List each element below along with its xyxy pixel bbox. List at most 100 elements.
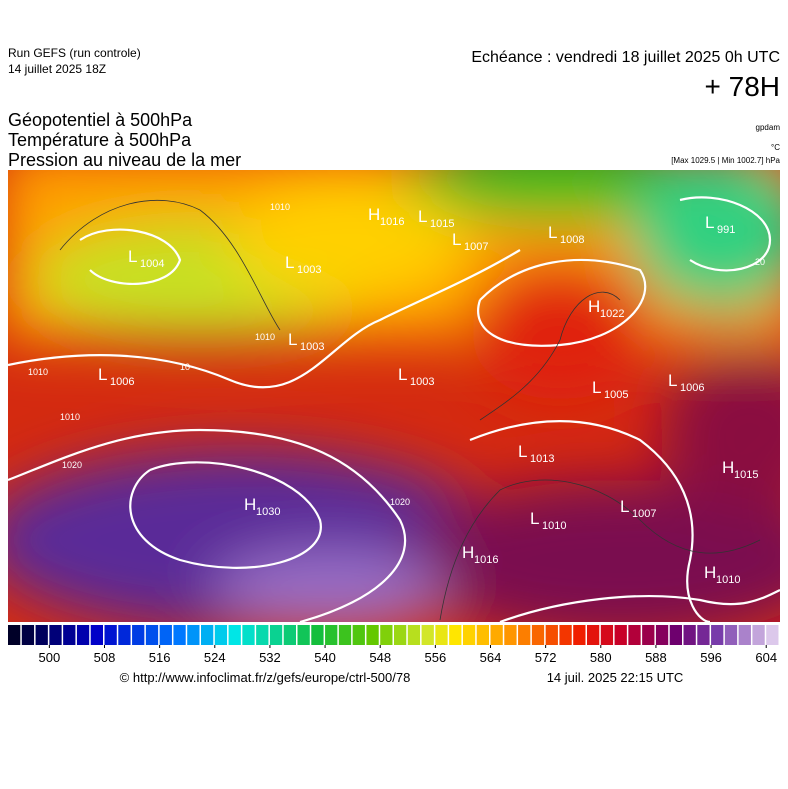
pressure-letter: L — [418, 207, 427, 226]
colorbar-swatch — [8, 625, 21, 645]
colorbar-swatch — [531, 625, 545, 645]
pressure-value: 1030 — [256, 506, 280, 518]
colorbar-swatch — [90, 625, 103, 645]
pressure-value: 1010 — [542, 520, 566, 532]
pressure-value: 1006 — [680, 382, 704, 394]
colorbar-label: 580 — [590, 650, 612, 665]
isobar-label: 1010 — [255, 332, 275, 342]
run-date: 14 juillet 2025 18Z — [8, 62, 106, 76]
colorbar-swatch — [366, 625, 379, 645]
pressure-value: 1016 — [474, 554, 498, 566]
colorbar-swatch — [642, 625, 655, 645]
pressure-value: 1003 — [297, 264, 321, 276]
pressure-value: 1005 — [604, 389, 628, 401]
colorbar-swatch — [752, 625, 765, 645]
colorbar-swatch — [338, 625, 352, 645]
colorbar-swatch — [297, 625, 310, 645]
pressure-letter: L — [530, 509, 539, 528]
pressure-value: 1008 — [560, 234, 584, 246]
colorbar-swatch — [352, 625, 365, 645]
colorbar-swatch — [187, 625, 200, 645]
colorbar-swatch — [587, 625, 600, 645]
unit: [Max 1029.5 | Min 1002.7] hPa — [671, 156, 780, 165]
colorbar-swatch — [476, 625, 489, 645]
colorbar-swatch — [49, 625, 62, 645]
colorbar-swatch — [724, 625, 738, 645]
pressure-letter: L — [285, 253, 294, 272]
isobar-label: 1020 — [390, 497, 410, 507]
colorbar-swatch — [325, 625, 338, 645]
pressure-letter: L — [98, 365, 107, 384]
colorbar-swatch — [380, 625, 393, 645]
colorbar-label: 564 — [480, 650, 502, 665]
pressure-letter: L — [128, 247, 137, 266]
isobar-label: 1010 — [60, 412, 80, 422]
pressure-value: 1003 — [410, 376, 434, 388]
colorbar-swatch — [559, 625, 572, 645]
colorbar-label: 548 — [369, 650, 391, 665]
colorbar-swatch — [407, 625, 421, 645]
colorbar-swatch — [63, 625, 76, 645]
colorbar-label: 588 — [645, 650, 667, 665]
pressure-value: 1004 — [140, 258, 164, 270]
pressure-letter: L — [452, 230, 461, 249]
colorbar-label: 500 — [39, 650, 61, 665]
colorbar-label: 532 — [259, 650, 281, 665]
isobar-label: 20 — [755, 257, 765, 267]
colorbar-swatch — [21, 625, 35, 645]
colorbar-swatch — [76, 625, 90, 645]
colorbar-swatch — [228, 625, 241, 645]
pressure-letter: H — [244, 495, 256, 514]
title: Géopotentiel à 500hPa — [8, 110, 193, 130]
isobar-label: 1010 — [270, 202, 290, 212]
colorbar-swatch — [145, 625, 159, 645]
colorbar-swatch — [669, 625, 682, 645]
run-label: Run GEFS (run controle) — [8, 46, 141, 60]
pressure-letter: L — [592, 378, 601, 397]
pressure-value: 1016 — [380, 216, 404, 228]
colorbar-swatch — [573, 625, 586, 645]
colorbar-label: 516 — [149, 650, 171, 665]
pressure-letter: H — [588, 297, 600, 316]
source-url: © http://www.infoclimat.fr/z/gefs/europe… — [120, 670, 411, 685]
pressure-letter: L — [620, 497, 629, 516]
lead-time: + 78H — [705, 71, 781, 102]
colorbar-swatch — [311, 625, 324, 645]
colorbar-label: 524 — [204, 650, 226, 665]
isobar-label: 10 — [180, 362, 190, 372]
colorbar-swatch — [242, 625, 255, 645]
pressure-letter: L — [668, 371, 677, 390]
pressure-value: 1015 — [734, 469, 758, 481]
colorbar-swatch — [766, 625, 779, 645]
colorbar-swatch — [711, 625, 724, 645]
colorbar-label: 572 — [535, 650, 557, 665]
colorbar-label: 596 — [700, 650, 722, 665]
colorbar-label: 604 — [755, 650, 777, 665]
colorbar-swatch — [449, 625, 462, 645]
isobar-label: 1020 — [62, 460, 82, 470]
colorbar-swatch — [600, 625, 614, 645]
title: Température à 500hPa — [8, 130, 192, 150]
pressure-letter: H — [722, 458, 734, 477]
pressure-value: 1013 — [530, 453, 554, 465]
pressure-value: 991 — [717, 224, 735, 236]
pressure-value: 1015 — [430, 218, 454, 230]
colorbar-swatch — [35, 625, 48, 645]
colorbar-swatch — [201, 625, 214, 645]
pressure-letter: L — [518, 442, 527, 461]
pressure-letter: H — [368, 205, 380, 224]
colorbar-swatch — [738, 625, 751, 645]
colorbar-swatch — [394, 625, 407, 645]
colorbar-swatch — [104, 625, 117, 645]
unit: gpdam — [756, 123, 781, 132]
colorbar-label: 556 — [425, 650, 447, 665]
colorbar-swatch — [421, 625, 434, 645]
pressure-value: 1010 — [716, 574, 740, 586]
pressure-value: 1022 — [600, 308, 624, 320]
colorbar-swatch — [269, 625, 283, 645]
pressure-letter: H — [704, 563, 716, 582]
map — [8, 170, 780, 622]
colorbar-swatch — [283, 625, 296, 645]
